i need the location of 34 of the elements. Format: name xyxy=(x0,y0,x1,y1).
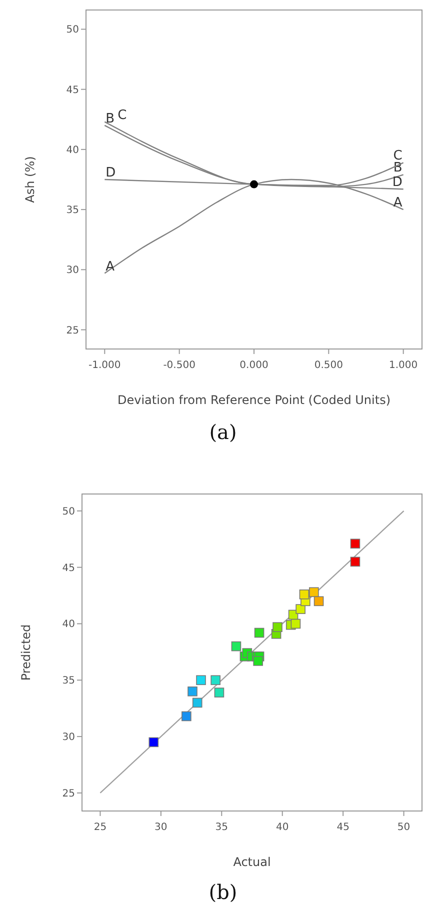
x-tick-label: 50 xyxy=(397,822,410,833)
y-tick-label: 40 xyxy=(62,619,75,630)
x-tick-label: 0.500 xyxy=(314,360,343,371)
y-tick-label: 35 xyxy=(66,205,79,216)
x-axis-title: Actual xyxy=(233,855,271,869)
y-tick-label: 50 xyxy=(62,506,75,518)
y-axis-title: Predicted xyxy=(19,624,33,681)
y-tick-label: 40 xyxy=(66,144,79,156)
x-tick-label: 40 xyxy=(276,822,289,833)
y-tick-label: 50 xyxy=(66,24,79,36)
text: A xyxy=(393,196,402,211)
x-tick-label: 45 xyxy=(336,822,350,833)
text: C xyxy=(118,108,127,123)
y-tick-label: 45 xyxy=(62,562,75,574)
y-tick-label: 25 xyxy=(66,325,79,336)
x-tick-label: -1.000 xyxy=(88,360,121,371)
x-tick-label: -0.500 xyxy=(163,360,196,371)
x-tick-label: 1.000 xyxy=(389,360,418,371)
text: (b) xyxy=(208,880,238,904)
series-label: B xyxy=(106,111,115,126)
x-tick-label: 35 xyxy=(215,822,228,833)
text: (a) xyxy=(209,420,237,444)
x-axis-title: Deviation from Reference Point (Coded Units) xyxy=(118,393,390,407)
y-tick-label: 30 xyxy=(62,732,75,744)
y-tick-label: 25 xyxy=(62,788,75,800)
text: D xyxy=(392,175,402,190)
y-tick-label: 30 xyxy=(66,265,79,276)
x-tick-label: 30 xyxy=(154,822,168,833)
x-tick-label: 0.000 xyxy=(240,360,268,371)
y-tick-label: 45 xyxy=(66,84,79,96)
series-label: D xyxy=(106,166,116,180)
y-axis-title: Ash (%) xyxy=(23,156,37,203)
x-tick-label: 25 xyxy=(94,822,107,833)
y-tick-label: 35 xyxy=(62,676,75,687)
